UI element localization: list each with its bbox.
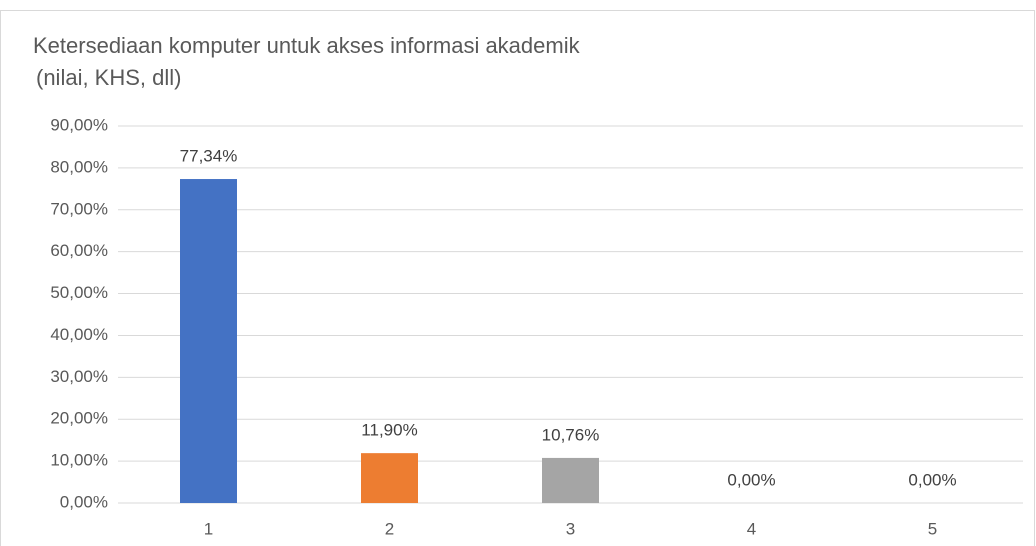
data-label: 77,34% xyxy=(180,147,238,166)
bar xyxy=(542,457,599,503)
x-tick-label: 3 xyxy=(566,519,575,538)
y-tick-label: 60,00% xyxy=(50,241,108,260)
x-tick-label: 1 xyxy=(204,519,213,538)
chart-title: (nilai, KHS, dll) xyxy=(36,65,181,90)
data-label: 0,00% xyxy=(727,470,775,489)
y-tick-label: 70,00% xyxy=(50,199,108,218)
y-tick-label: 10,00% xyxy=(50,451,108,470)
y-tick-label: 20,00% xyxy=(50,409,108,428)
bar xyxy=(361,453,418,503)
chart-border xyxy=(0,10,1035,546)
y-tick-label: 50,00% xyxy=(50,283,108,302)
data-label: 0,00% xyxy=(908,470,956,489)
y-tick-label: 40,00% xyxy=(50,325,108,344)
y-tick-label: 30,00% xyxy=(50,367,108,386)
y-tick-label: 90,00% xyxy=(50,115,108,134)
bar xyxy=(180,179,237,504)
x-tick-label: 5 xyxy=(928,519,937,538)
chart-title: Ketersediaan komputer untuk akses inform… xyxy=(33,33,581,58)
x-tick-label: 4 xyxy=(747,519,756,538)
data-label: 11,90% xyxy=(361,421,417,440)
y-tick-label: 0,00% xyxy=(60,492,108,511)
y-tick-label: 80,00% xyxy=(50,157,108,176)
data-label: 10,76% xyxy=(542,425,600,444)
x-tick-label: 2 xyxy=(385,519,394,538)
